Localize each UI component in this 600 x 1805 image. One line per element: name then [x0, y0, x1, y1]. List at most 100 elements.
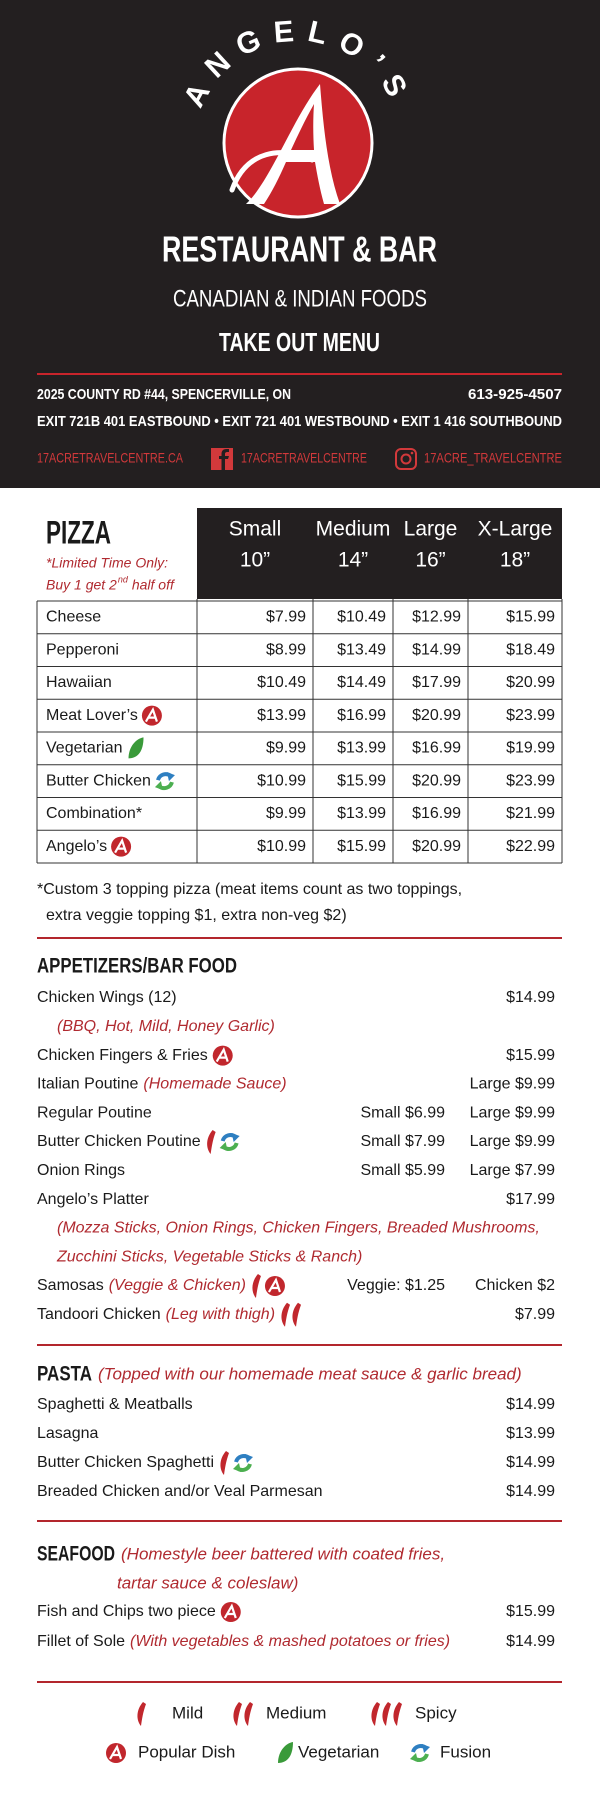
- subtitle: CANADIAN & INDIAN FOODS: [173, 285, 427, 312]
- pizza-price: $15.99: [506, 609, 555, 626]
- item-price: Large $7.99: [470, 1162, 556, 1179]
- icon-fusion-top-head: [166, 772, 175, 782]
- menu-type: TAKE OUT MENU: [219, 327, 380, 357]
- icon-chili: [371, 1702, 380, 1726]
- item-price: $14.99: [506, 1454, 555, 1471]
- pizza-price: $15.99: [337, 838, 386, 855]
- icon-vegetarian: [278, 1742, 293, 1763]
- pizza-name: Cheese: [46, 609, 101, 626]
- pizza-note: half off: [132, 577, 176, 593]
- legend-label: Vegetarian: [298, 1742, 379, 1761]
- legend-label: Spicy: [415, 1703, 457, 1722]
- pizza-price: $21.99: [506, 805, 555, 822]
- pizza-price: $10.49: [257, 674, 306, 691]
- item-note: (With vegetables & mashed potatoes or fr…: [130, 1633, 450, 1650]
- pizza-name: Pepperoni: [46, 641, 119, 658]
- address: 2025 COUNTY RD #44, SPENCERVILLE, ON: [37, 386, 291, 403]
- item-name: Chicken Wings (12): [37, 989, 177, 1006]
- icon-popular-mark: [215, 1046, 229, 1063]
- size-name: Small: [229, 518, 282, 541]
- pizza-name: Meat Lover’s: [46, 707, 138, 724]
- icon-chili: [281, 1302, 291, 1327]
- item-name: Chicken Fingers & Fries: [37, 1047, 208, 1064]
- section-title: PASTA: [37, 1363, 92, 1386]
- pizza-price: $23.99: [506, 772, 555, 789]
- item-price: $14.99: [506, 1396, 555, 1413]
- item-price: Large $9.99: [470, 1076, 556, 1093]
- pizza-name: Combination*: [46, 805, 142, 822]
- pizza-price: $23.99: [506, 707, 555, 724]
- item-detail: Zucchini Sticks, Vegetable Sticks & Ranc…: [56, 1248, 362, 1265]
- item-name: Onion Rings: [37, 1162, 125, 1179]
- pizza-price: $15.99: [337, 772, 386, 789]
- section-title: APPETIZERS/BAR FOOD: [37, 955, 237, 978]
- pizza-price: $18.49: [506, 641, 555, 658]
- pizza-price: $20.99: [412, 838, 461, 855]
- pizza-price: $9.99: [266, 805, 306, 822]
- logo-letter: [246, 84, 340, 204]
- pizza-price: $14.49: [337, 674, 386, 691]
- pizza-name: Hawaiian: [46, 674, 112, 691]
- pizza-price: $7.99: [266, 609, 306, 626]
- pizza-price: $9.99: [266, 740, 306, 757]
- item-name: Regular Poutine: [37, 1104, 152, 1121]
- pizza-price: $16.99: [337, 707, 386, 724]
- icon-popular-mark: [268, 1277, 281, 1293]
- pizza-price: $19.99: [506, 740, 555, 757]
- item-name: Butter Chicken Spaghetti: [37, 1454, 214, 1471]
- pizza-header-background: [197, 508, 562, 599]
- item-note: (Leg with thigh): [166, 1306, 275, 1323]
- item-note: (Veggie & Chicken): [109, 1277, 246, 1294]
- icon-fusion-bottom-head: [410, 1753, 418, 1762]
- section-note: (Topped with our homemade meat sauce & g…: [98, 1364, 522, 1383]
- item-note: (Homemade Sauce): [143, 1076, 286, 1093]
- item-price: $15.99: [506, 1603, 555, 1620]
- logo-swash: [229, 150, 315, 193]
- section-note: (Homestyle beer battered with coated fri…: [121, 1544, 445, 1563]
- item-name: Butter Chicken Poutine: [37, 1133, 201, 1150]
- item-price: $14.99: [506, 989, 555, 1006]
- size-inches: 16”: [415, 549, 445, 572]
- pizza-footnote: extra veggie topping $1, extra non-veg $…: [46, 907, 347, 924]
- icon-chili: [252, 1274, 261, 1298]
- pizza-price: $16.99: [412, 740, 461, 757]
- pizza-note-sup: nd: [118, 574, 129, 584]
- pizza-price: $20.99: [506, 674, 555, 691]
- legend-label: Mild: [172, 1703, 203, 1722]
- item-name: Spaghetti & Meatballs: [37, 1396, 193, 1413]
- section-note: tartar sauce & coleslaw): [117, 1573, 298, 1592]
- icon-fusion-top-head: [422, 1744, 430, 1753]
- item-price: Veggie: $1.25: [347, 1277, 445, 1294]
- size-name: Large: [404, 518, 458, 541]
- size-name: X-Large: [478, 518, 553, 541]
- pizza-price: $13.49: [337, 641, 386, 658]
- item-detail: (Mozza Sticks, Onion Rings, Chicken Fing…: [57, 1220, 540, 1237]
- pizza-price: $14.99: [412, 641, 461, 658]
- item-price: $14.99: [506, 1633, 555, 1650]
- pizza-price: $10.99: [257, 772, 306, 789]
- item-price: Large $9.99: [470, 1104, 556, 1121]
- icon-fusion-bottom-head: [154, 781, 163, 791]
- size-name: Medium: [316, 518, 391, 541]
- item-price: Small $5.99: [361, 1162, 446, 1179]
- icon-fusion-bottom-head: [233, 1463, 241, 1472]
- size-inches: 18”: [500, 549, 530, 572]
- icon-popular: [111, 836, 132, 857]
- icon-popular-mark: [114, 837, 128, 854]
- pizza-name: Vegetarian: [46, 740, 123, 757]
- icon-chili: [292, 1302, 302, 1327]
- facebook-glyph: [219, 449, 229, 470]
- icon-popular: [106, 1743, 126, 1763]
- pizza-price: $20.99: [412, 772, 461, 789]
- pizza-price: $8.99: [266, 641, 306, 658]
- item-price: Large $9.99: [470, 1133, 556, 1150]
- size-inches: 14”: [338, 549, 368, 572]
- item-name: Fillet of Sole: [37, 1633, 125, 1650]
- pizza-price: $12.99: [412, 609, 461, 626]
- size-inches: 10”: [240, 549, 270, 572]
- icon-chili: [393, 1702, 402, 1726]
- legend-label: Fusion: [440, 1742, 491, 1761]
- icon-popular: [212, 1045, 233, 1066]
